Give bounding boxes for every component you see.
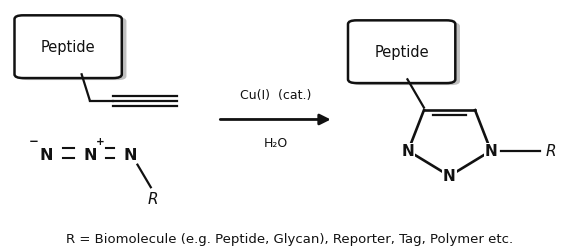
Text: R: R — [147, 191, 158, 206]
Text: N: N — [402, 144, 415, 159]
Text: +: + — [96, 136, 105, 146]
FancyBboxPatch shape — [14, 16, 122, 79]
Text: H₂O: H₂O — [263, 136, 288, 149]
FancyBboxPatch shape — [348, 21, 455, 84]
FancyBboxPatch shape — [353, 23, 460, 86]
Text: N: N — [484, 144, 497, 159]
Text: R: R — [545, 144, 556, 159]
Text: −: − — [28, 135, 39, 148]
Text: Peptide: Peptide — [41, 40, 96, 55]
Text: N: N — [443, 169, 456, 184]
Text: Peptide: Peptide — [374, 45, 429, 60]
Text: N: N — [39, 148, 53, 162]
Text: N: N — [124, 148, 137, 162]
Text: Cu(I)  (cat.): Cu(I) (cat.) — [240, 88, 311, 102]
Text: R = Biomolecule (e.g. Peptide, Glycan), Reporter, Tag, Polymer etc.: R = Biomolecule (e.g. Peptide, Glycan), … — [67, 232, 513, 245]
FancyBboxPatch shape — [19, 18, 126, 81]
Text: N: N — [83, 148, 97, 162]
